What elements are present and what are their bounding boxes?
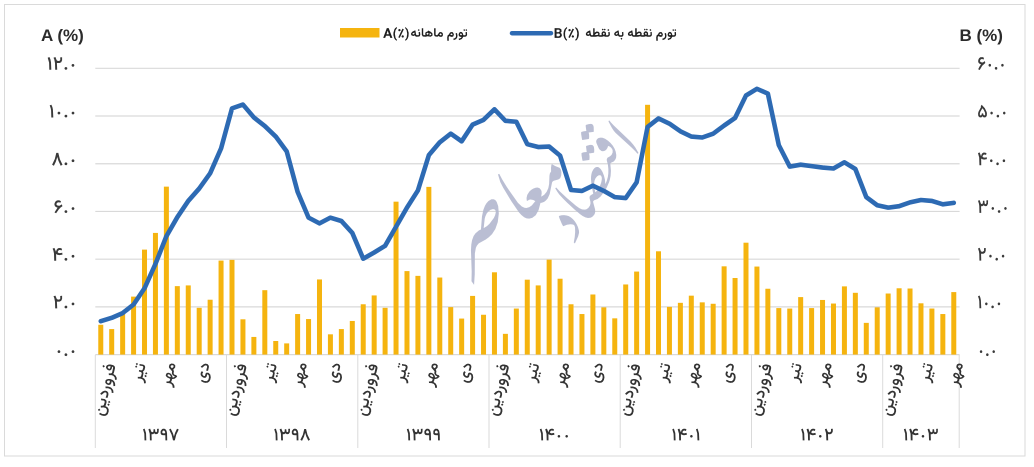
svg-text:A (%): A (%) [41, 26, 84, 45]
svg-text:B (%): B (%) [960, 26, 1003, 45]
